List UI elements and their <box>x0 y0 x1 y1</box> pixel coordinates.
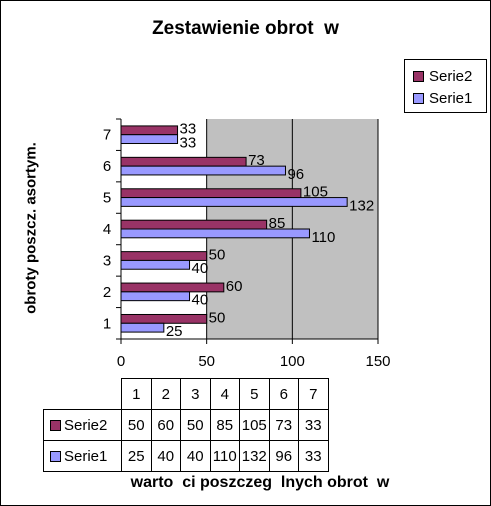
y-tick-label-7: 7 <box>103 127 111 144</box>
data-label-serie1-1: 25 <box>166 323 183 340</box>
table-cell: 73 <box>268 409 299 441</box>
table-cell: 60 <box>150 409 181 441</box>
y-tick-label-5: 5 <box>103 190 111 207</box>
table-legend-key: Serie1 <box>44 441 121 471</box>
y-tick-label-6: 6 <box>103 158 111 175</box>
data-label-serie1-7: 33 <box>180 135 197 152</box>
table-cell: 33 <box>298 440 329 472</box>
table-header-cell: 4 <box>209 378 240 410</box>
table-row-label-serie1: Serie1 <box>43 440 122 472</box>
table-header-cell: 6 <box>268 378 299 410</box>
x-tick-label-100: 100 <box>280 353 305 370</box>
bar-serie2-6 <box>120 156 247 167</box>
table-row-name: Serie2 <box>64 416 108 434</box>
data-label-serie1-2: 40 <box>192 292 209 309</box>
table-cell: 40 <box>180 440 211 472</box>
table-cell: 105 <box>239 409 270 441</box>
legend: Serie2 Serie1 <box>404 59 487 113</box>
data-label-serie2-7: 33 <box>180 121 197 138</box>
bar-serie1-1 <box>120 322 165 333</box>
table-header-cell: 3 <box>180 378 211 410</box>
bar-serie2-3 <box>120 251 208 261</box>
legend-item-serie2: Serie2 <box>413 67 473 85</box>
data-label-serie1-3: 40 <box>192 260 209 277</box>
data-label-serie1-4: 110 <box>311 229 335 246</box>
table-row: Serie2 50 60 50 85 105 73 33 <box>43 409 329 441</box>
table-cell: 132 <box>239 440 270 472</box>
table-header-cell: 7 <box>298 378 329 410</box>
bar-serie1-3 <box>120 259 191 270</box>
bar-serie2-1 <box>120 313 208 324</box>
data-label-serie1-6: 96 <box>287 166 304 183</box>
table-header-cell: 5 <box>239 378 270 410</box>
table-swatch-serie2 <box>50 419 61 431</box>
bar-serie2-2 <box>120 282 225 293</box>
table-row: Serie1 25 40 40 110 132 96 33 <box>43 440 329 472</box>
bar-serie1-7 <box>120 134 179 145</box>
data-label-serie2-6: 73 <box>248 152 265 169</box>
data-label-serie2-5: 105 <box>303 184 328 201</box>
data-label-serie2-4: 85 <box>269 215 286 232</box>
table-corner <box>43 378 122 410</box>
table-cell: 50 <box>121 409 152 441</box>
table-cell: 25 <box>121 440 152 472</box>
y-tick-label-2: 2 <box>103 284 111 301</box>
data-label-serie2-1: 50 <box>209 309 226 326</box>
table-swatch-serie1 <box>50 450 61 462</box>
legend-label-serie1: Serie1 <box>429 89 473 107</box>
bar-serie1-2 <box>120 291 191 302</box>
legend-swatch-serie2 <box>413 70 424 82</box>
data-label-serie2-3: 50 <box>209 246 226 263</box>
table-legend-key: Serie2 <box>44 410 121 440</box>
table-cell: 33 <box>298 409 329 441</box>
table-row-label-serie2: Serie2 <box>43 409 122 441</box>
bar-serie1-5 <box>120 197 348 207</box>
chart-title: Zestawienie obrot w <box>152 18 339 39</box>
legend-swatch-serie1 <box>413 92 424 104</box>
bar-serie1-4 <box>120 228 310 239</box>
table-cell: 85 <box>209 409 240 441</box>
bar-serie1-6 <box>120 165 286 176</box>
table-header-cell: 2 <box>150 378 181 410</box>
y-tick-label-4: 4 <box>103 221 111 238</box>
x-tick-label-150: 150 <box>365 353 390 370</box>
x-tick-label-0: 0 <box>117 353 125 370</box>
table-cell: 110 <box>209 440 240 472</box>
bar-serie2-4 <box>120 219 268 230</box>
table-cell: 50 <box>180 409 211 441</box>
data-label-serie2-2: 60 <box>226 278 243 295</box>
data-table: 1 2 3 4 5 6 7 Serie2 50 60 50 85 105 73 33 Serie1 25 40 40… <box>43 378 329 472</box>
table-row-name: Serie1 <box>64 447 108 465</box>
table-cell: 40 <box>150 440 181 472</box>
table-cell: 96 <box>268 440 299 472</box>
data-label-serie1-5: 132 <box>349 197 374 214</box>
legend-label-serie2: Serie2 <box>429 67 473 85</box>
x-axis-title: warto ci poszczeg lnych obrot w <box>130 474 390 491</box>
y-tick-label-3: 3 <box>103 252 111 269</box>
x-tick-label-50: 50 <box>198 353 215 370</box>
bar-serie2-7 <box>120 125 179 136</box>
legend-item-serie1: Serie1 <box>413 89 473 107</box>
bar-serie2-5 <box>120 188 302 199</box>
table-header-cell: 1 <box>121 378 152 410</box>
y-tick-label-1: 1 <box>103 315 111 332</box>
